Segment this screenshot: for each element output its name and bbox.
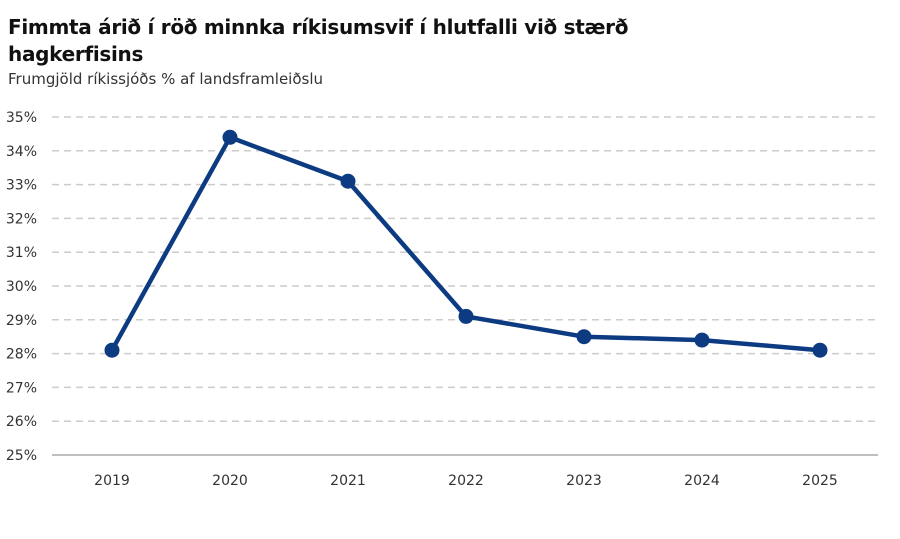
data-point <box>340 173 356 189</box>
x-tick-label: 2025 <box>802 473 838 489</box>
y-tick-label: 31% <box>6 245 37 261</box>
data-point <box>576 329 592 345</box>
y-tick-label: 27% <box>6 380 37 396</box>
chart-subtitle: Frumgjöld ríkissjóðs % af landsframleiðs… <box>8 70 324 88</box>
y-tick-label: 25% <box>6 448 37 464</box>
y-tick-label: 30% <box>6 279 37 295</box>
y-tick-label: 32% <box>6 211 37 227</box>
x-tick-label: 2023 <box>566 473 602 489</box>
y-tick-label: 33% <box>6 178 37 194</box>
y-tick-label: 28% <box>6 347 37 363</box>
y-tick-label: 35% <box>6 110 37 126</box>
y-axis: 25% 26% 27% 28% 29% 30% 31% 32% 33% 34% 35% <box>6 110 37 464</box>
data-point <box>104 342 120 358</box>
x-tick-label: 2021 <box>330 473 366 489</box>
data-point <box>812 342 828 358</box>
x-tick-label: 2019 <box>94 473 130 489</box>
y-tick-label: 26% <box>6 414 37 430</box>
y-tick-label: 29% <box>6 313 37 329</box>
data-point <box>694 332 710 348</box>
data-point <box>458 308 474 324</box>
data-point <box>222 129 238 145</box>
x-axis: 2019 2020 2021 2022 2023 2024 2025 <box>52 454 878 489</box>
chart-title: Fimmta árið í röð minnka ríkisumsvif í h… <box>8 15 629 66</box>
y-tick-label: 34% <box>6 144 37 160</box>
gridlines <box>52 116 878 422</box>
x-tick-label: 2022 <box>448 473 484 489</box>
x-tick-label: 2024 <box>684 473 720 489</box>
series-line-group <box>104 129 828 358</box>
x-tick-label: 2020 <box>212 473 248 489</box>
